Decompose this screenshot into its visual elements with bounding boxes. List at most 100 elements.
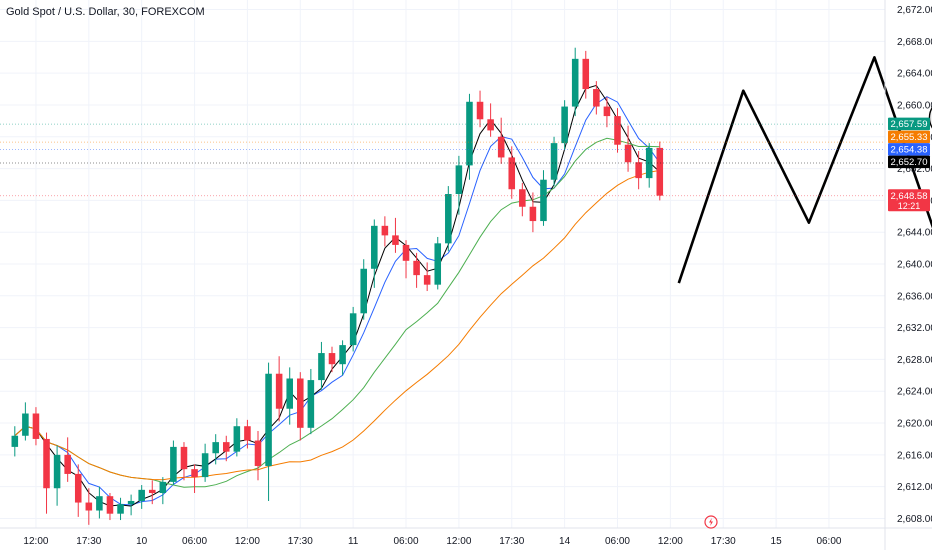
candle-body (550, 143, 558, 180)
candle-body (127, 500, 135, 505)
candle-body (593, 89, 600, 107)
candle-body (497, 136, 505, 158)
x-tick-label: 06:00 (182, 536, 207, 547)
candle-body (233, 426, 241, 452)
candle-body (434, 243, 442, 285)
candle-body (392, 235, 399, 245)
y-tick-label: 2,636.00 (897, 291, 932, 302)
candle-body (96, 496, 103, 511)
x-tick-label: 17:30 (711, 536, 736, 547)
y-tick-label: 2,668.00 (897, 37, 932, 48)
candle-body (106, 496, 114, 514)
candle-body (43, 438, 50, 489)
y-tick-label: 2,612.00 (897, 482, 932, 493)
candle-body (360, 268, 368, 314)
price-tag-label: 2,655.33 (891, 132, 928, 143)
candle-body (53, 454, 61, 489)
y-tick-label: 2,632.00 (897, 323, 932, 334)
price-tags: 2,657.59 2,655.33 2,654.382,652.70 2,648.58… (0, 117, 930, 212)
ma-line (14, 96, 661, 506)
candle-body (222, 442, 230, 452)
candle-body (328, 353, 336, 365)
y-tick-label: 2,624.00 (897, 387, 932, 398)
x-tick-label: 06:00 (394, 536, 419, 547)
candle-body (349, 313, 357, 346)
candle-body (423, 275, 431, 285)
candle-body (180, 446, 188, 470)
candle-body (413, 260, 420, 276)
candle-body (635, 162, 642, 179)
x-tick-label: 12:00 (23, 536, 48, 547)
candle-body (402, 244, 410, 261)
candle-body (11, 435, 19, 447)
candle-body (487, 119, 494, 131)
x-tick-label: 14 (559, 536, 571, 547)
price-tag-bg (888, 143, 930, 156)
candle-body (561, 106, 568, 144)
candle-body (159, 481, 167, 494)
price-axis[interactable]: 2,672.002,668.002,664.002,660.002,656.00… (884, 0, 932, 550)
candle-body (582, 58, 590, 90)
candle-body (508, 157, 516, 190)
drawing-pattern (677, 55, 932, 284)
price-tag-label: 2,648.58 (891, 191, 928, 202)
y-tick-label: 2,628.00 (897, 355, 932, 366)
candle-body (286, 378, 293, 409)
candle-body (148, 489, 156, 494)
x-tick-label: 12:00 (446, 536, 471, 547)
candle-body (603, 106, 611, 117)
candle-body (656, 147, 664, 196)
candle-body (529, 206, 537, 222)
symbol-title: Gold Spot / U.S. Dollar, 30, FOREXCOM (6, 6, 205, 18)
candle-body (32, 413, 40, 439)
x-tick-label: 10 (136, 536, 148, 547)
candle-body (466, 101, 473, 166)
candle-body (244, 426, 251, 441)
highlight-circle (928, 106, 932, 129)
price-tag-label: 2,657.59 (891, 119, 928, 130)
candle-body (74, 473, 82, 503)
y-tick-label: 2,608.00 (897, 514, 932, 525)
x-tick-label: 06:00 (816, 536, 841, 547)
alert-icon[interactable] (704, 515, 718, 529)
candle-body (201, 453, 209, 478)
candles (11, 47, 664, 525)
candle-body (22, 413, 29, 436)
price-tag-bg (888, 189, 930, 212)
y-tick-label: 2,640.00 (897, 260, 932, 271)
price-tag-bg (888, 155, 930, 169)
candle-body (455, 165, 463, 195)
candle-body (371, 225, 378, 269)
ma-line (14, 137, 660, 488)
candle-body (138, 489, 145, 501)
candle-body (318, 353, 325, 381)
candle-body (540, 179, 547, 222)
candle-body (307, 380, 315, 428)
y-tick-label: 2,644.00 (897, 228, 932, 239)
x-tick-label: 17:30 (499, 536, 524, 547)
candle-body (339, 345, 346, 365)
candle-body (212, 442, 219, 454)
candle-body (85, 502, 93, 511)
y-tick-label: 2,620.00 (897, 419, 932, 430)
candle-body (254, 440, 262, 466)
time-axis[interactable]: 12:00 17:30 10 06:00 12:00 17:30 11 06:00 12:00 1… (0, 527, 932, 547)
x-tick-label: 17:30 (288, 536, 313, 547)
x-tick-label: 06:00 (605, 536, 630, 547)
x-tick-label: 15 (771, 536, 783, 547)
price-tag-label: 2,654.38 (891, 145, 928, 156)
x-tick-label: 17:30 (76, 536, 101, 547)
candle-body (614, 116, 621, 145)
candle-body (64, 454, 71, 474)
x-tick-label: 11 (348, 536, 359, 547)
candle-body (381, 225, 389, 236)
candle-body (170, 446, 177, 482)
y-tick-label: 2,616.00 (897, 450, 932, 461)
candle-body (519, 189, 526, 207)
candle-body (645, 147, 653, 179)
x-tick-label: 12:00 (658, 536, 683, 547)
ma-line (14, 169, 660, 481)
candle-body (117, 504, 124, 514)
